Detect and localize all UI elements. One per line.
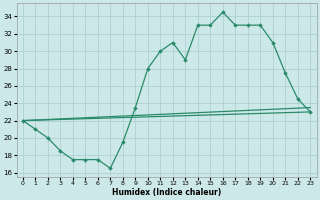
X-axis label: Humidex (Indice chaleur): Humidex (Indice chaleur) xyxy=(112,188,221,197)
